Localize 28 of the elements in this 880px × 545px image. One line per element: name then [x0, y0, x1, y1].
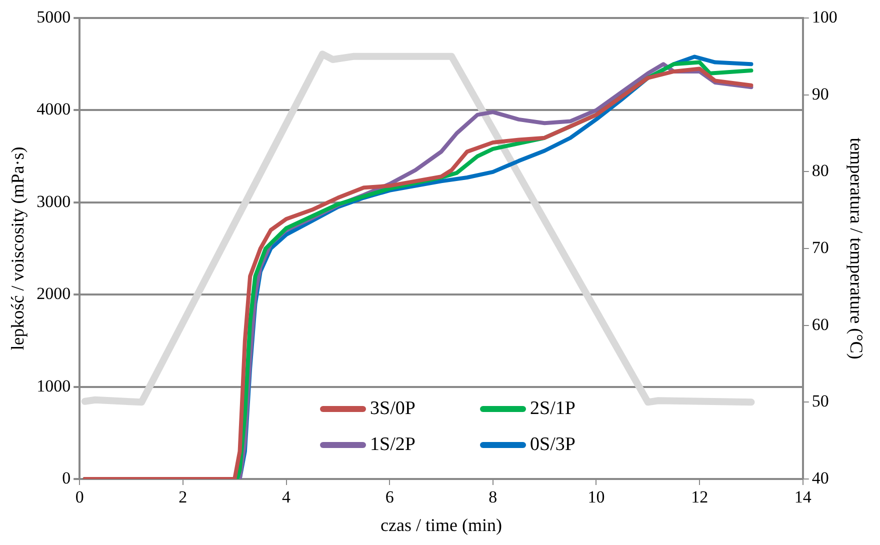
y2-tick-label: 70 — [812, 238, 829, 257]
x-tick-label: 10 — [588, 488, 605, 507]
x-axis-title: czas / time (min) — [380, 514, 502, 535]
y-tick-label: 0 — [62, 468, 71, 488]
x-tick-label: 12 — [691, 488, 708, 507]
y2-tick-label: 90 — [812, 84, 829, 104]
y-tick-label: 5000 — [36, 7, 71, 26]
x-tick-label: 0 — [75, 488, 84, 507]
legend-label: 0S/3P — [530, 434, 576, 456]
x-tick-label: 6 — [385, 488, 394, 507]
y2-tick-label: 40 — [812, 468, 829, 488]
x-tick-label: 8 — [488, 488, 498, 507]
x-tick-label: 4 — [282, 488, 292, 507]
legend-label: 1S/2P — [370, 434, 416, 456]
y-tick-label: 1000 — [36, 376, 71, 396]
y2-tick-label: 60 — [812, 314, 829, 334]
y-axis-title: lepkość / voiscosity (mPa·s) — [8, 146, 28, 350]
legend-label: 2S/1P — [530, 398, 576, 420]
y2-axis-title: temperatura / temperature (°C) — [846, 138, 866, 360]
legend-label: 3S/0P — [370, 398, 416, 420]
y-tick-label: 4000 — [36, 100, 71, 119]
y2-tick-label: 50 — [812, 392, 829, 411]
y-tick-label: 3000 — [36, 192, 71, 211]
y-tick-label: 2000 — [36, 284, 71, 304]
y2-tick-label: 80 — [812, 161, 829, 180]
x-tick-label: 2 — [178, 488, 188, 507]
y2-tick-label: 100 — [812, 7, 838, 26]
x-tick-label: 14 — [794, 488, 812, 507]
